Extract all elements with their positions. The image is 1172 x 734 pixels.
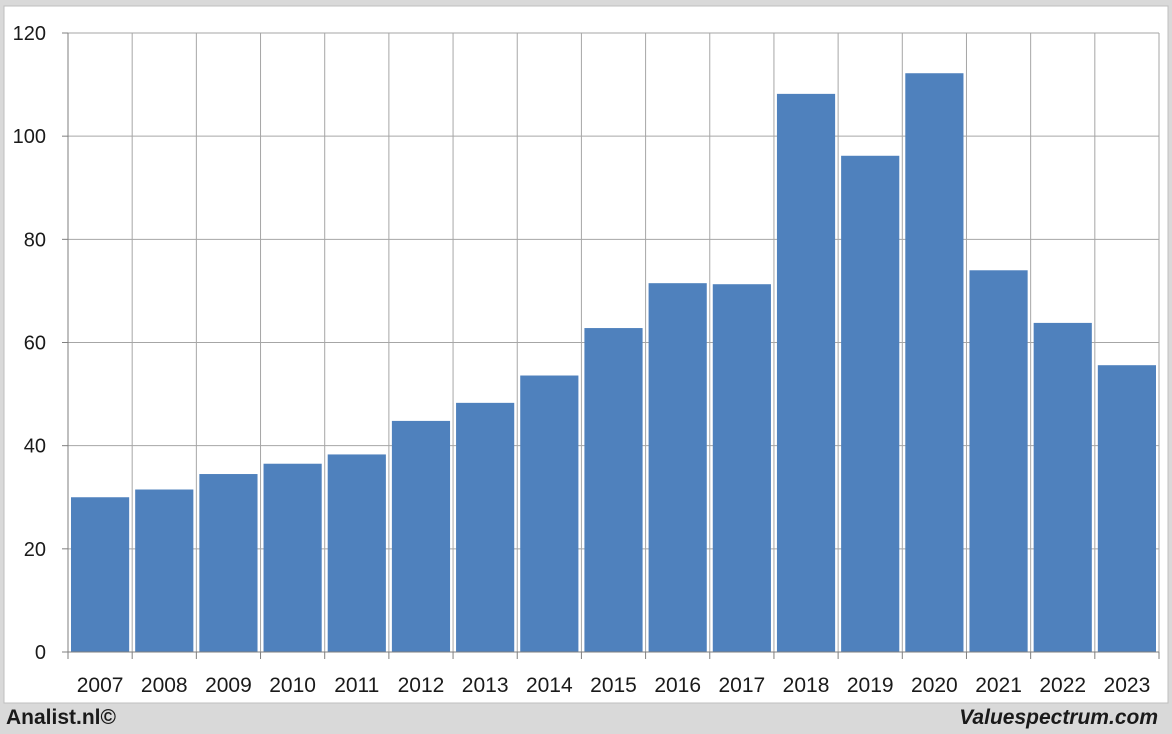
x-tick-label: 2018 — [783, 674, 830, 697]
x-tick-label: 2016 — [654, 674, 701, 697]
x-tick-label: 2008 — [141, 674, 188, 697]
x-tick-label: 2007 — [77, 674, 124, 697]
bar-2023 — [1097, 365, 1156, 652]
x-tick-label: 2022 — [1039, 674, 1086, 697]
bar-2022 — [1033, 322, 1092, 652]
bar-2017 — [712, 284, 771, 652]
x-tick-label: 2014 — [526, 674, 573, 697]
bar-2008 — [135, 489, 194, 652]
y-tick-label: 100 — [13, 126, 46, 148]
footer-credit-right: Valuespectrum.com — [959, 706, 1158, 729]
y-tick-label: 0 — [35, 642, 46, 664]
bar-2021 — [969, 270, 1028, 652]
x-tick-label: 2010 — [269, 674, 316, 697]
bar-2015 — [584, 328, 643, 652]
x-tick-label: 2011 — [334, 674, 379, 697]
bar-2014 — [520, 375, 579, 652]
y-tick-label: 80 — [24, 229, 46, 251]
x-tick-label: 2019 — [847, 674, 894, 697]
y-tick-label: 40 — [24, 436, 46, 458]
x-tick-label: 2017 — [718, 674, 765, 697]
footer-credit-left: Analist.nl© — [6, 706, 116, 729]
x-tick-label: 2020 — [911, 674, 958, 697]
bar-2013 — [456, 402, 515, 652]
x-tick-label: 2012 — [398, 674, 445, 697]
x-tick-label: 2013 — [462, 674, 509, 697]
bar-2010 — [263, 463, 322, 652]
y-tick-label: 60 — [24, 333, 46, 355]
x-tick-label: 2021 — [975, 674, 1022, 697]
bar-2012 — [391, 420, 451, 652]
bar-2020 — [905, 73, 964, 653]
bars — [71, 73, 1156, 653]
y-axis-ticks: 0 20 40 60 80 100 120 — [13, 23, 68, 664]
bar-2019 — [841, 155, 900, 653]
bar-2009 — [199, 474, 258, 652]
x-axis-ticks: 2007 2008 2009 2010 2011 2012 2013 2014 2015 2016… — [67, 652, 1160, 697]
bar-2011 — [327, 454, 386, 652]
bar-2007 — [71, 497, 130, 652]
y-tick-label: 20 — [24, 539, 46, 561]
x-tick-label: 2023 — [1104, 674, 1151, 697]
x-tick-label: 2015 — [590, 674, 637, 697]
bar-2016 — [648, 283, 707, 652]
y-tick-label: 120 — [13, 23, 46, 45]
x-tick-label: 2009 — [205, 674, 252, 697]
bar-2018 — [776, 93, 836, 652]
